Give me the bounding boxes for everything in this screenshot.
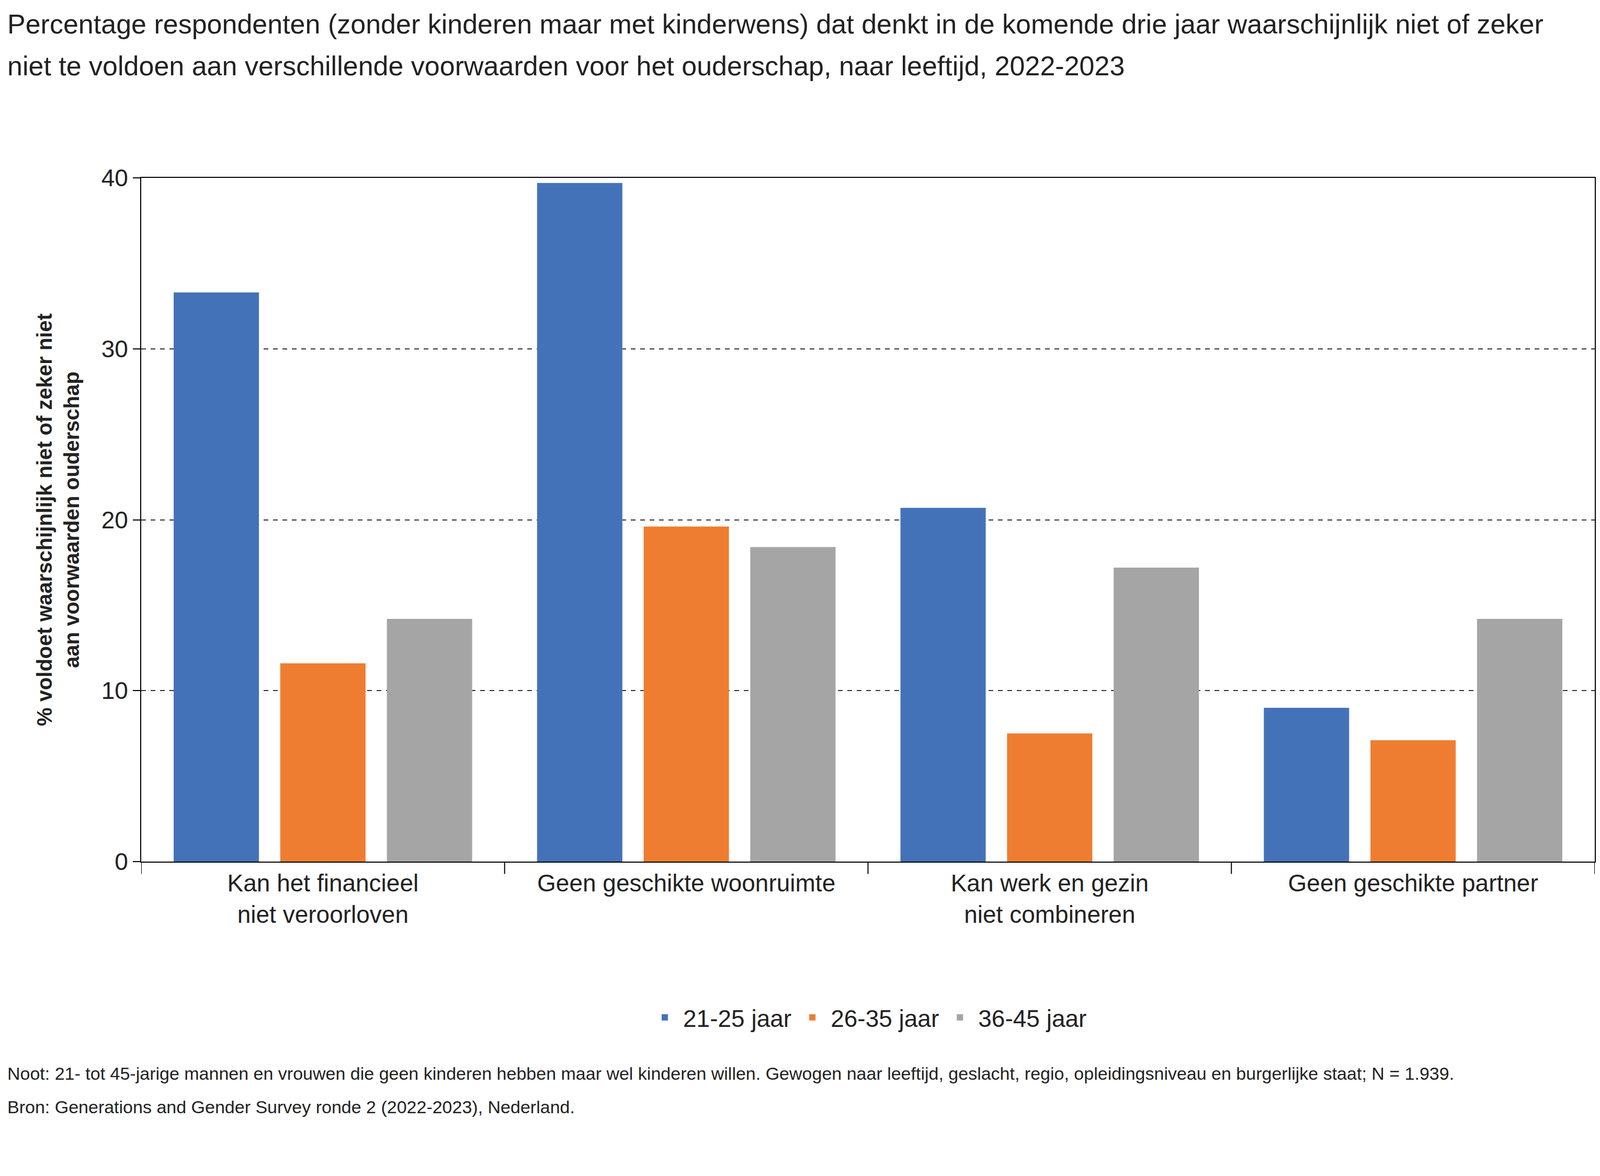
svg-text:40: 40 [101,164,129,192]
svg-text:26-35 jaar: 26-35 jaar [830,1004,939,1032]
svg-text:21-25 jaar: 21-25 jaar [683,1004,792,1032]
svg-text:Geen geschikte woonruimte: Geen geschikte woonruimte [537,869,836,897]
svg-text:0: 0 [114,847,129,876]
svg-text:36-45 jaar: 36-45 jaar [978,1004,1087,1032]
svg-text:20: 20 [101,506,129,534]
svg-text:10: 10 [101,676,129,705]
html-text:Noot: 21- tot 45-jarige mannen: Noot: 21- tot 45-jarige mannen en vrouwe… [7,1063,1455,1084]
html-text:Bron: Generations and Gender S: Bron: Generations and Gender Survey rond… [7,1096,575,1117]
html-text:Percentage respondenten (zonde: Percentage respondenten (zonder kinderen… [7,8,1544,82]
svg-text:Kan het financieelniet veroorl: Kan het financieelniet veroorloven [227,869,419,928]
svg-text:% voldoet waarschijnlijk niet: % voldoet waarschijnlijk niet of zeker n… [32,313,84,726]
svg-text:Geen geschikte partner: Geen geschikte partner [1288,869,1539,897]
svg-text:Kan werk en gezinniet combiner: Kan werk en gezinniet combineren [950,869,1149,928]
svg-text:30: 30 [101,335,129,363]
